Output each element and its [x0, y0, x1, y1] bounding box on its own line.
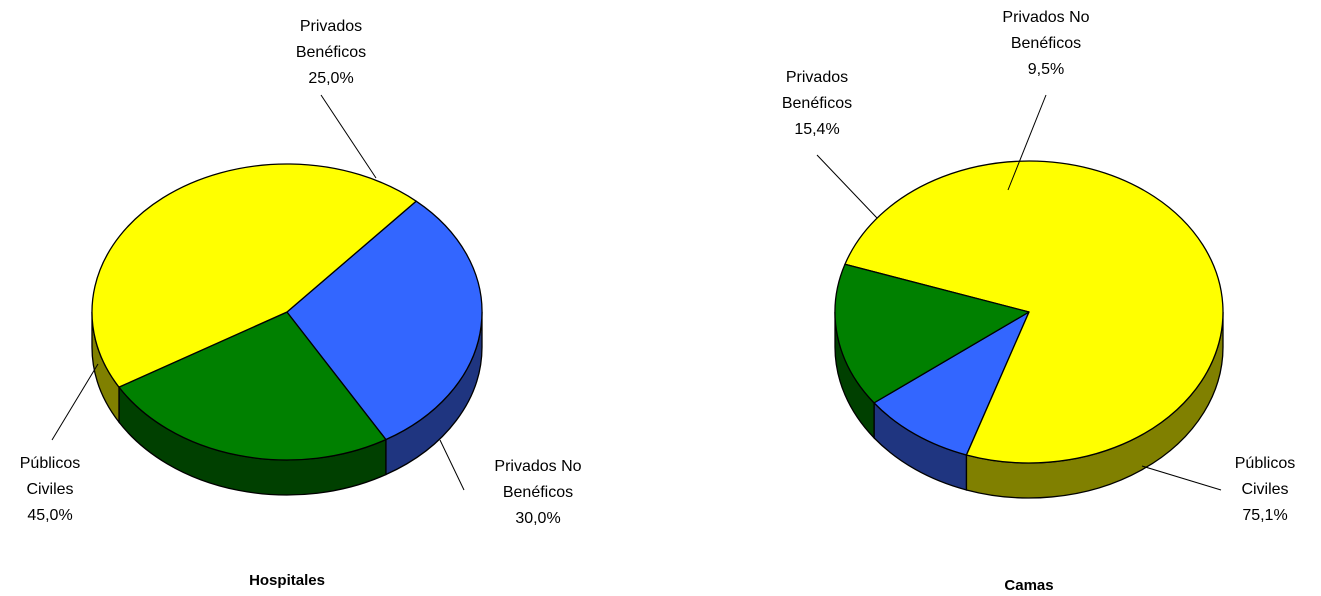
slice-value-label-privados-beneficos: 15,4%	[794, 121, 839, 138]
chart-title: Camas	[1004, 577, 1053, 594]
slice-label-line2-privados-no-beneficos: Benéficos	[1011, 35, 1081, 52]
slice-label-line2-privados-beneficos: Benéficos	[296, 44, 366, 61]
slice-label-line1-privados-no-beneficos: Privados No	[1002, 9, 1089, 26]
slice-label-line1-publicos-civiles: Públicos	[20, 455, 80, 472]
leader-line-privados-beneficos	[816, 154, 878, 219]
slice-label-line1-privados-beneficos: Privados	[786, 69, 848, 86]
pie-chart-camas: Privados No Benéficos 9,5% Públicos Civiles 7…	[782, 9, 1295, 594]
slice-publicos-civiles	[91, 163, 417, 388]
slice-label-line2-publicos-civiles: Civiles	[1241, 481, 1288, 498]
leader-line-publicos-civiles	[51, 363, 99, 441]
slice-privados-beneficos	[118, 311, 387, 461]
slice-value-label-publicos-civiles: 75,1%	[1242, 507, 1287, 524]
slice-value-label-privados-no-beneficos: 9,5%	[1028, 61, 1064, 78]
slice-label-line2-publicos-civiles: Civiles	[26, 481, 73, 498]
slice-value-label-publicos-civiles: 45,0%	[27, 507, 72, 524]
slice-privados-beneficos	[834, 263, 1030, 404]
slice-label-line1-privados-no-beneficos: Privados No	[494, 458, 581, 475]
leader-line-privados-no-beneficos	[1007, 94, 1047, 191]
pie-chart-hospitales: Privados Benéficos 25,0% Privados No Benéfic…	[20, 18, 582, 589]
chart-title: Hospitales	[249, 572, 325, 589]
leader-line-privados-no-beneficos	[439, 439, 465, 491]
slice-label-line1-publicos-civiles: Públicos	[1235, 455, 1295, 472]
slice-privados-no-beneficos	[873, 311, 1030, 456]
leader-line-publicos-civiles	[1141, 465, 1222, 491]
slice-publicos-civiles	[844, 160, 1224, 464]
slice-label-line2-privados-beneficos: Benéficos	[782, 95, 852, 112]
slice-label-line1-privados-beneficos: Privados	[300, 18, 362, 35]
slice-value-label-privados-beneficos: 25,0%	[308, 70, 353, 87]
slice-value-label-privados-no-beneficos: 30,0%	[515, 510, 560, 527]
leader-line-privados-beneficos	[320, 94, 377, 179]
slice-label-line2-privados-no-beneficos: Benéficos	[503, 484, 573, 501]
slice-privados-no-beneficos	[286, 200, 483, 441]
